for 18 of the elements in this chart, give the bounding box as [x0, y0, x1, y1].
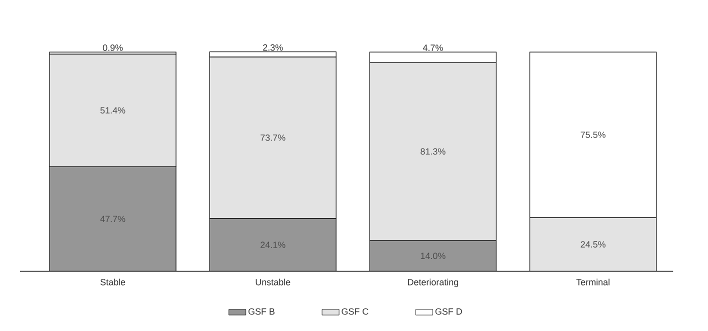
x-tick-label: Terminal: [576, 278, 610, 286]
x-tick-label: Deteriorating: [408, 278, 458, 288]
data-label: 73.7%: [260, 134, 286, 141]
data-label: 0.9%: [102, 44, 123, 51]
data-label: 2.3%: [263, 44, 283, 51]
legend-label: GSF C: [342, 308, 368, 315]
legend-label: GSF D: [435, 308, 462, 315]
x-tick-label: Stable: [100, 278, 126, 286]
data-label: 51.4%: [100, 107, 126, 114]
data-label: 4.7%: [422, 44, 443, 51]
data-label: 14.0%: [420, 252, 446, 260]
data-label: 24.1%: [260, 242, 286, 248]
data-label: 75.5%: [580, 132, 606, 138]
data-label: 47.7%: [100, 216, 126, 222]
legend-label: GSF B: [248, 308, 275, 315]
x-tick-label: Unstable: [256, 278, 290, 286]
data-label: 24.5%: [580, 241, 606, 248]
data-label: 81.3%: [420, 148, 446, 155]
